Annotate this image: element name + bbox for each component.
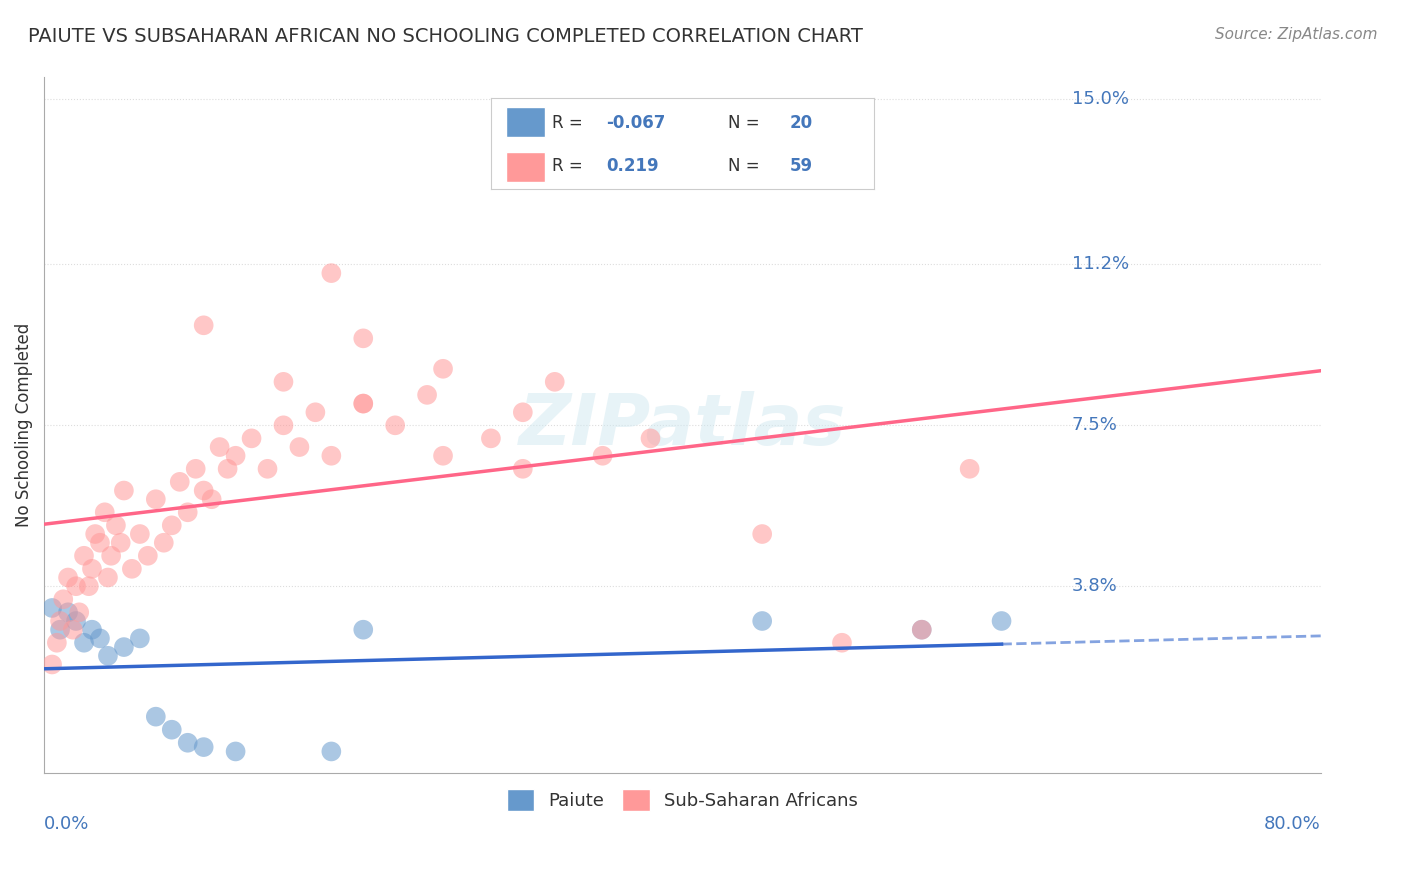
Legend: Paiute, Sub-Saharan Africans: Paiute, Sub-Saharan Africans xyxy=(498,780,868,820)
Point xyxy=(911,623,934,637)
Point xyxy=(432,449,454,463)
Point xyxy=(640,431,662,445)
Point xyxy=(512,405,534,419)
Point xyxy=(592,449,614,463)
Point xyxy=(128,527,150,541)
Point xyxy=(193,318,215,333)
Point xyxy=(89,632,111,646)
Y-axis label: No Schooling Completed: No Schooling Completed xyxy=(15,323,32,527)
Point xyxy=(41,601,63,615)
Point xyxy=(112,483,135,498)
Point xyxy=(160,723,183,737)
Point xyxy=(145,709,167,723)
Point xyxy=(352,396,374,410)
Point xyxy=(62,623,84,637)
Point xyxy=(240,431,263,445)
Point xyxy=(225,449,247,463)
Point xyxy=(321,744,343,758)
Point xyxy=(80,623,103,637)
Text: Source: ZipAtlas.com: Source: ZipAtlas.com xyxy=(1215,27,1378,42)
Point xyxy=(911,623,934,637)
Point xyxy=(49,623,72,637)
Point xyxy=(84,527,107,541)
Point xyxy=(990,614,1012,628)
Point xyxy=(104,518,127,533)
Point xyxy=(201,492,224,507)
Point xyxy=(52,592,75,607)
Point xyxy=(169,475,191,489)
Point xyxy=(73,549,96,563)
Point xyxy=(112,640,135,654)
Point xyxy=(256,462,278,476)
Text: 80.0%: 80.0% xyxy=(1264,815,1320,833)
Point xyxy=(56,605,79,619)
Point xyxy=(208,440,231,454)
Point xyxy=(217,462,239,476)
Point xyxy=(352,331,374,345)
Point xyxy=(352,396,374,410)
Point xyxy=(73,636,96,650)
Point xyxy=(128,632,150,646)
Point xyxy=(288,440,311,454)
Point xyxy=(193,483,215,498)
Point xyxy=(41,657,63,672)
Point xyxy=(100,549,122,563)
Point xyxy=(544,375,567,389)
Point xyxy=(160,518,183,533)
Point xyxy=(831,636,853,650)
Point xyxy=(751,614,773,628)
Point xyxy=(304,405,326,419)
Point xyxy=(959,462,981,476)
Point xyxy=(45,636,67,650)
Text: 15.0%: 15.0% xyxy=(1071,90,1129,108)
Text: ZIPatlas: ZIPatlas xyxy=(519,391,846,459)
Point xyxy=(97,648,120,663)
Point xyxy=(67,605,90,619)
Text: PAIUTE VS SUBSAHARAN AFRICAN NO SCHOOLING COMPLETED CORRELATION CHART: PAIUTE VS SUBSAHARAN AFRICAN NO SCHOOLIN… xyxy=(28,27,863,45)
Point xyxy=(512,462,534,476)
Point xyxy=(56,570,79,584)
Point xyxy=(80,562,103,576)
Text: 0.0%: 0.0% xyxy=(44,815,90,833)
Point xyxy=(225,744,247,758)
Point xyxy=(184,462,207,476)
Point xyxy=(432,361,454,376)
Text: 3.8%: 3.8% xyxy=(1071,577,1118,595)
Point xyxy=(416,388,439,402)
Point xyxy=(145,492,167,507)
Point xyxy=(479,431,502,445)
Point xyxy=(273,375,295,389)
Point xyxy=(97,570,120,584)
Point xyxy=(352,623,374,637)
Text: 11.2%: 11.2% xyxy=(1071,255,1129,274)
Point xyxy=(177,736,200,750)
Text: 7.5%: 7.5% xyxy=(1071,417,1118,434)
Point xyxy=(49,614,72,628)
Point xyxy=(321,449,343,463)
Point xyxy=(751,527,773,541)
Point xyxy=(65,614,87,628)
Point xyxy=(94,505,117,519)
Point xyxy=(321,266,343,280)
Point xyxy=(177,505,200,519)
Point xyxy=(384,418,406,433)
Point xyxy=(121,562,143,576)
Point xyxy=(89,535,111,549)
Point xyxy=(65,579,87,593)
Point xyxy=(136,549,159,563)
Point xyxy=(110,535,132,549)
Point xyxy=(152,535,174,549)
Point xyxy=(273,418,295,433)
Point xyxy=(193,740,215,755)
Point xyxy=(77,579,100,593)
